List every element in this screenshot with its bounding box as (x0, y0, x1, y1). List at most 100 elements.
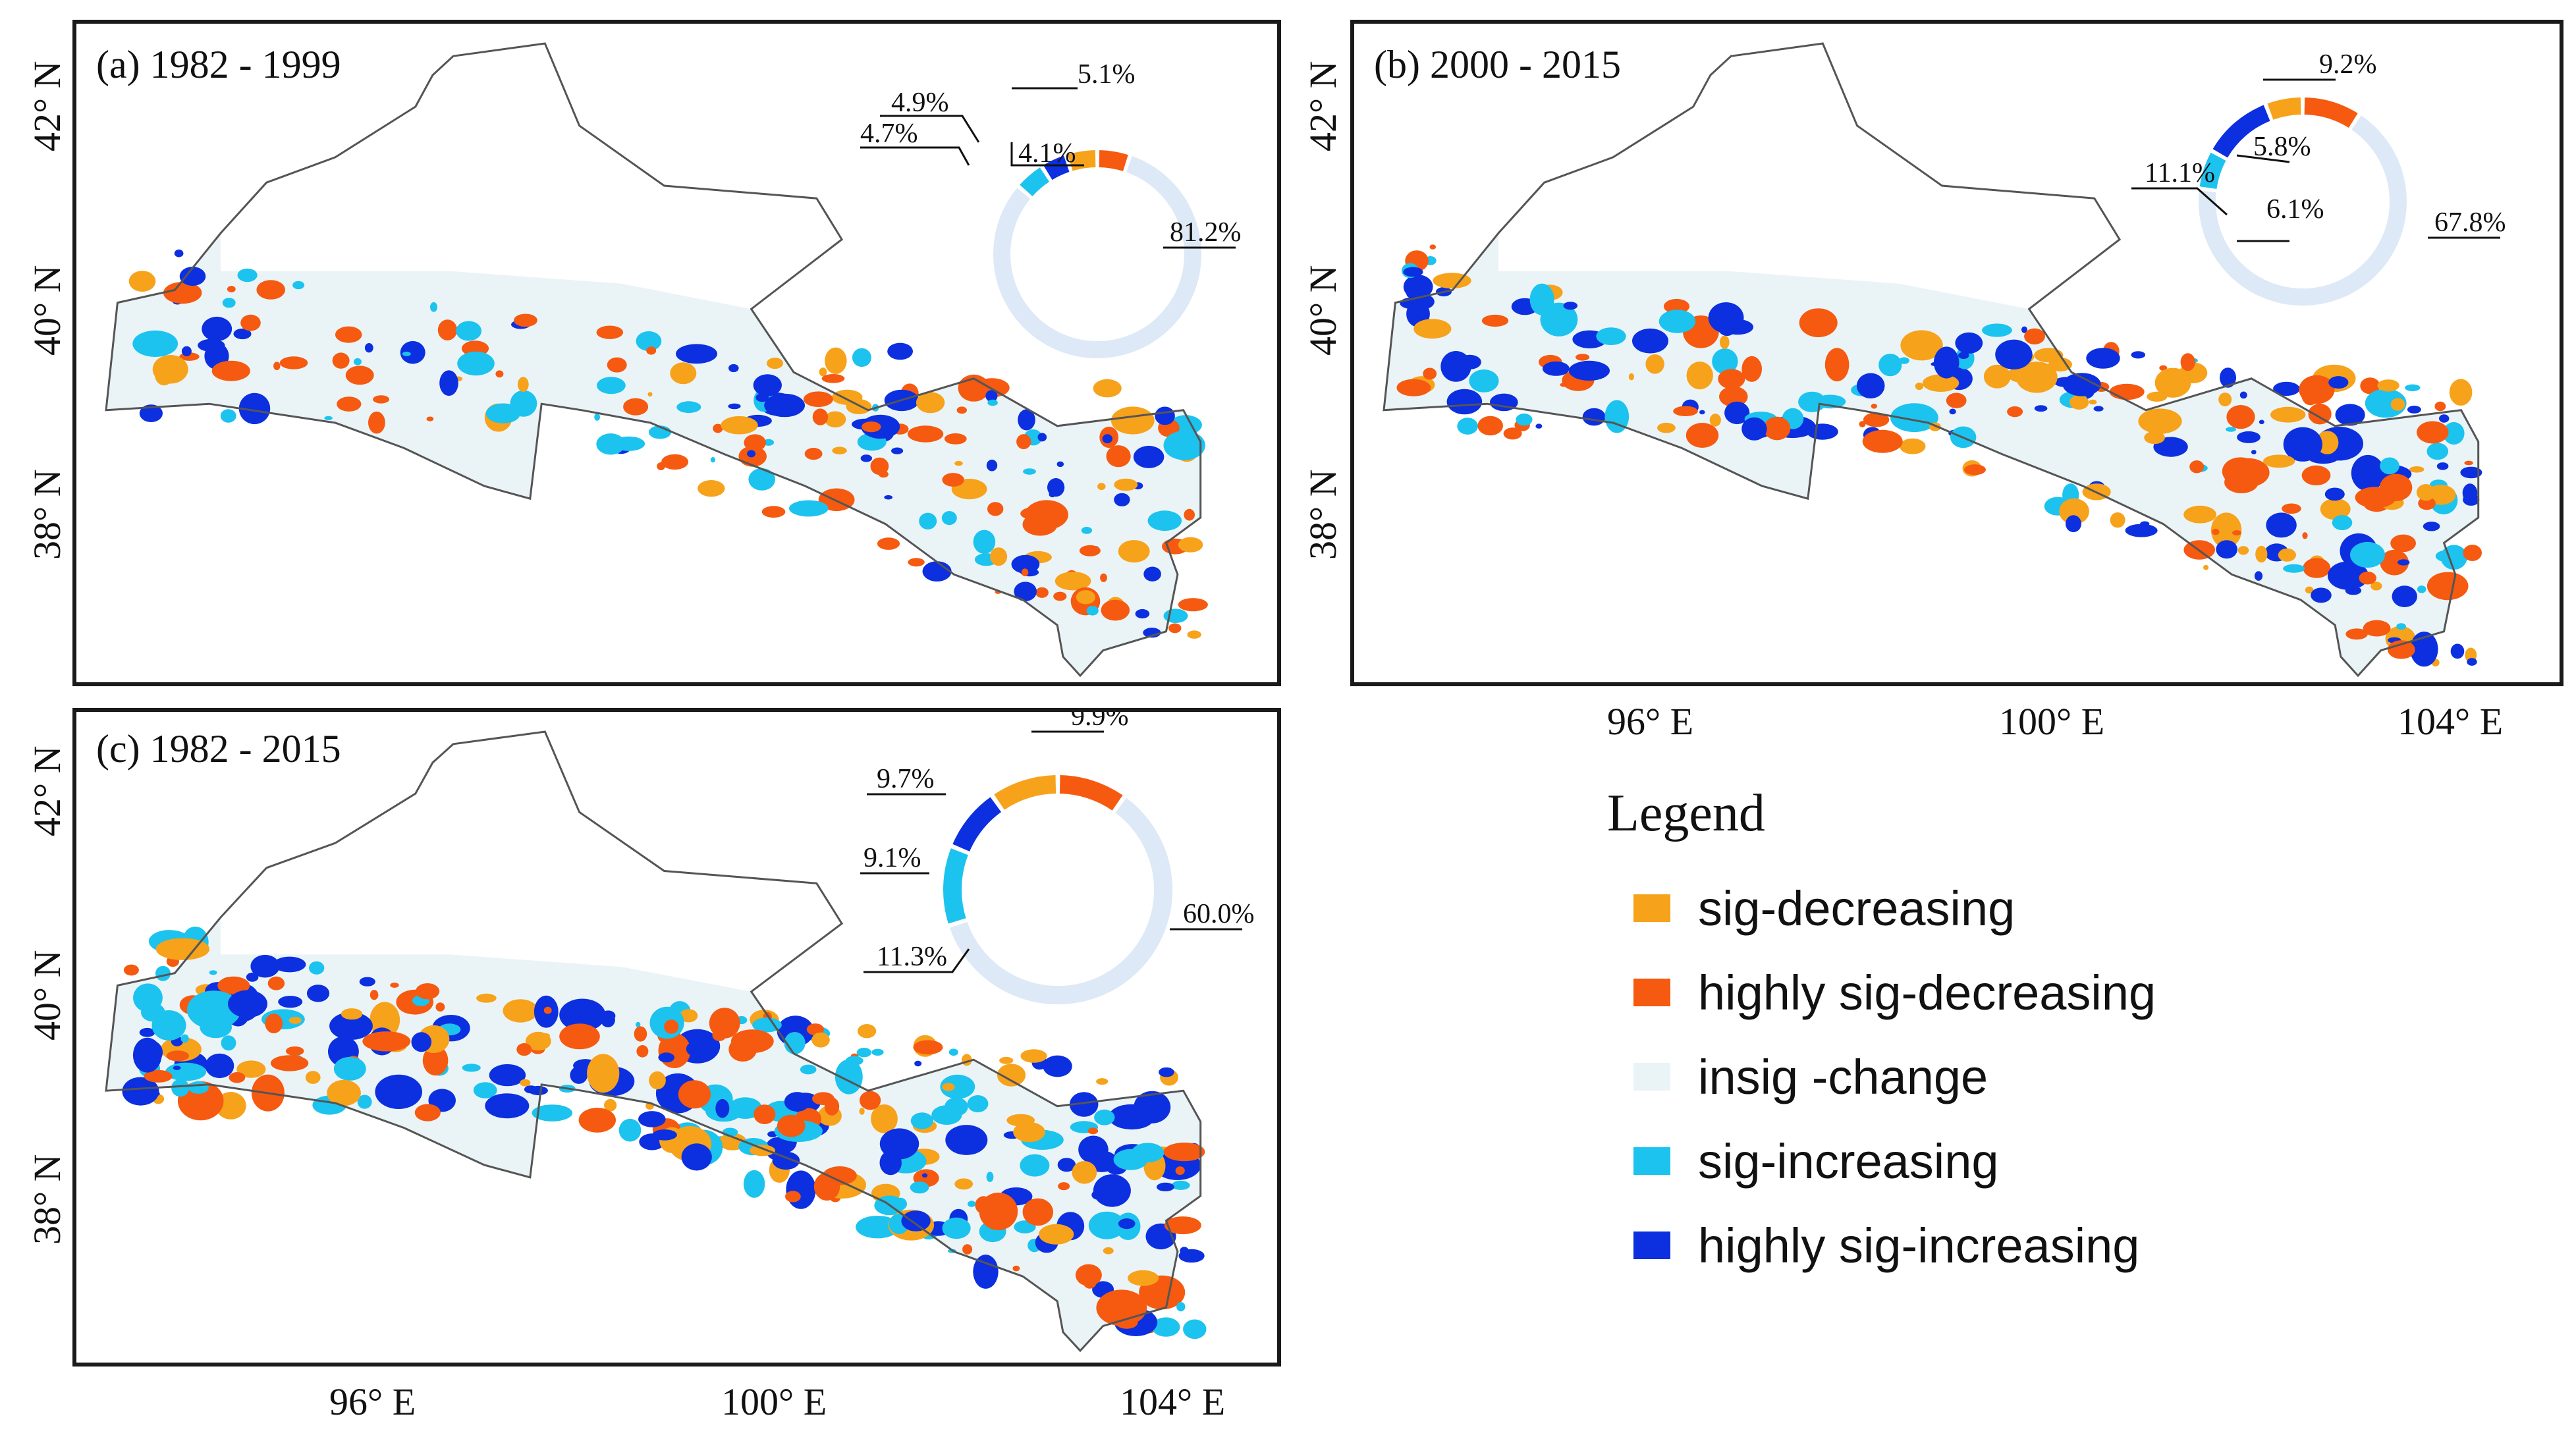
trend-patch (1955, 332, 1983, 354)
trend-patch (2405, 384, 2421, 391)
trend-patch (270, 1055, 309, 1071)
trend-patch (2203, 564, 2209, 570)
lat-label-b-42: 42° N (1302, 61, 1344, 151)
trend-patch (1118, 540, 1150, 563)
trend-patch (373, 395, 390, 404)
trend-patch (1135, 609, 1150, 619)
trend-patch (357, 1095, 372, 1109)
trend-patch (987, 399, 998, 406)
legend-label: sig-decreasing (1698, 880, 2015, 936)
study-area-boundary (105, 42, 1202, 678)
trend-patch (2377, 379, 2399, 392)
trend-patch (686, 1042, 703, 1056)
trend-patch (658, 1052, 674, 1063)
trend-patch (2439, 414, 2450, 423)
trend-patch (596, 325, 624, 339)
trend-patch (1109, 1104, 1155, 1130)
trend-patch (250, 954, 280, 978)
trend-patch (2443, 421, 2465, 445)
lon-label-c-104: 104° E (1120, 1380, 1226, 1423)
trend-patch (123, 964, 139, 976)
trend-patch (657, 462, 665, 470)
trend-patch (2237, 546, 2249, 555)
trend-patch (139, 1027, 155, 1037)
trend-patch (1396, 379, 1431, 396)
trend-patch (309, 961, 325, 975)
trend-patch (859, 1108, 865, 1115)
trend-patch (607, 357, 627, 373)
trend-patch (1457, 418, 1478, 435)
trend-patch (238, 393, 271, 425)
trend-patch (2007, 406, 2023, 418)
trend-patch (2320, 498, 2351, 520)
trend-patch (1983, 364, 2011, 389)
trend-patch (858, 1024, 877, 1039)
trend-patch (2328, 376, 2349, 389)
trend-patch (2125, 524, 2158, 537)
donut-slice-highly-sig-decreasing (2304, 97, 2358, 128)
trend-patch (402, 352, 411, 356)
trend-patch (1164, 1216, 1201, 1235)
trend-patch (2380, 549, 2409, 576)
trend-patch (747, 450, 756, 458)
trend-patch (962, 1244, 973, 1255)
trend-patch (2226, 427, 2236, 432)
trend-patch (2308, 403, 2332, 425)
trend-patch (2021, 326, 2027, 333)
trend-patch (1168, 623, 1182, 634)
trend-patch (390, 983, 399, 988)
trend-patch (1657, 422, 1676, 433)
trend-patch (1087, 1127, 1099, 1135)
trend-patch (713, 423, 723, 433)
trend-patch (785, 1191, 801, 1203)
trend-patch (1106, 445, 1131, 468)
trend-patch (456, 321, 481, 341)
donut-slice-insig-change (2199, 115, 2407, 306)
trend-patch (1096, 1078, 1109, 1085)
trend-patch (416, 983, 440, 1000)
trend-patch (1712, 348, 1738, 375)
trend-patch (2278, 548, 2296, 562)
trend-patch (1576, 354, 1590, 361)
trend-patch (813, 1172, 840, 1201)
trend-patch (1856, 373, 1885, 399)
trend-patch (240, 314, 261, 331)
trend-patch (2417, 421, 2449, 444)
trend-patch (910, 1181, 929, 1194)
trend-patch (646, 346, 657, 355)
no-data-area (221, 43, 842, 310)
trend-patch (437, 319, 458, 340)
trend-patch (332, 352, 350, 369)
lat-label-a-42: 42° N (26, 61, 69, 151)
donut-leader-line (860, 146, 970, 166)
trend-patch (179, 267, 206, 286)
trend-patch (1433, 273, 1471, 289)
trend-patch (1035, 587, 1049, 598)
trend-patch (1094, 1109, 1115, 1125)
study-area-boundary (1383, 42, 2480, 678)
trend-patch (679, 1009, 698, 1023)
donut-label-sig-decreasing: 5.8% (2253, 132, 2311, 162)
donut-label-sig-decreasing: 4.9% (891, 88, 949, 118)
trend-patch (860, 1091, 881, 1110)
trend-patch (221, 1035, 236, 1051)
map-canvas-c: 9.9% 9.7% 9.1% 11.3% 60.0% (105, 712, 1255, 1353)
trend-patch (1184, 508, 1195, 521)
trend-patch (1018, 409, 1035, 431)
trend-patch (457, 351, 495, 376)
donut-slice-highly-sig-increasing (1043, 155, 1070, 180)
trend-patch (163, 282, 202, 304)
trend-patch (914, 1060, 922, 1067)
trend-patch (353, 358, 362, 366)
trend-patch (821, 374, 845, 383)
trend-patch (1159, 1067, 1174, 1077)
trend-patch (652, 1129, 677, 1141)
trend-patch (2363, 620, 2391, 637)
trend-patch (221, 977, 238, 987)
trend-patch (198, 338, 225, 352)
trend-patch (543, 1006, 552, 1014)
trend-patch (2450, 643, 2465, 659)
trend-patch (1069, 1092, 1099, 1117)
lon-label-b-96: 96° E (1607, 700, 1694, 743)
trend-patch (721, 416, 758, 435)
